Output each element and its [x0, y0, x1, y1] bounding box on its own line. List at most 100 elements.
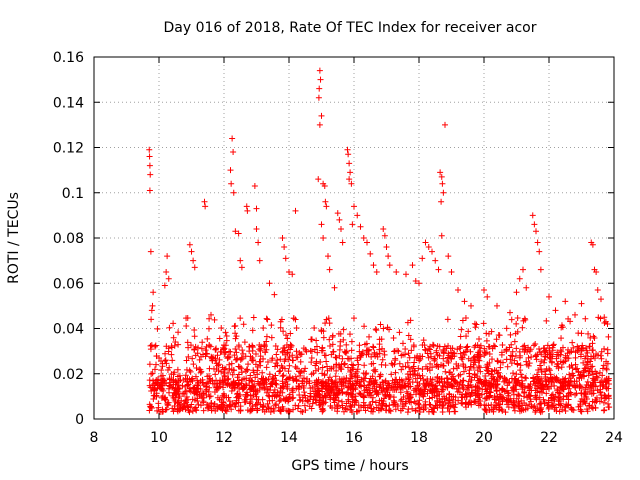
data-point — [268, 357, 275, 364]
data-point — [399, 401, 406, 408]
data-point — [438, 173, 445, 180]
data-point — [602, 392, 609, 399]
data-point — [482, 395, 489, 402]
data-point — [235, 230, 242, 237]
data-point — [487, 389, 494, 396]
data-point — [438, 361, 445, 368]
data-point — [248, 396, 255, 403]
data-point — [178, 397, 185, 404]
data-point — [396, 360, 403, 367]
data-point — [226, 382, 233, 389]
data-point — [510, 384, 517, 391]
data-point — [279, 373, 286, 380]
data-point — [183, 315, 190, 322]
data-point — [235, 377, 242, 384]
data-point — [476, 357, 483, 364]
data-point — [405, 350, 412, 357]
data-point — [439, 382, 446, 389]
data-point — [229, 135, 236, 142]
data-point — [429, 376, 436, 383]
data-point — [446, 390, 453, 397]
data-point — [319, 399, 326, 406]
data-point — [323, 358, 330, 365]
data-point — [373, 381, 380, 388]
data-point — [355, 407, 362, 414]
data-point — [541, 348, 548, 355]
data-point — [572, 391, 579, 398]
data-point — [179, 382, 186, 389]
data-point — [243, 396, 250, 403]
data-point — [289, 375, 296, 382]
data-point — [562, 407, 569, 414]
data-point — [253, 225, 260, 232]
data-point — [355, 361, 362, 368]
data-point — [328, 351, 335, 358]
data-point — [207, 378, 214, 385]
data-point — [538, 369, 545, 376]
data-point — [166, 324, 173, 331]
data-point — [331, 284, 338, 291]
data-point — [497, 373, 504, 380]
data-point — [346, 160, 353, 167]
data-point — [222, 407, 229, 414]
data-point — [316, 67, 323, 74]
data-point — [514, 361, 521, 368]
data-point — [319, 406, 326, 413]
data-point — [589, 371, 596, 378]
data-point — [324, 363, 331, 370]
data-point — [311, 325, 318, 332]
data-point — [440, 401, 447, 408]
data-point — [399, 378, 406, 385]
data-point — [230, 189, 237, 196]
data-point — [444, 316, 451, 323]
data-point — [360, 392, 367, 399]
data-point — [408, 347, 415, 354]
data-point — [213, 366, 220, 373]
data-point — [428, 389, 435, 396]
data-point — [600, 382, 607, 389]
data-point — [208, 407, 215, 414]
data-point — [307, 393, 314, 400]
data-point — [537, 409, 544, 416]
data-point — [415, 400, 422, 407]
data-point — [311, 346, 318, 353]
data-point — [580, 345, 587, 352]
data-point — [287, 330, 294, 337]
data-point — [281, 358, 288, 365]
data-point — [508, 316, 515, 323]
data-point — [589, 340, 596, 347]
data-point — [293, 377, 300, 384]
data-point — [357, 223, 364, 230]
data-point — [504, 363, 511, 370]
data-point — [441, 343, 448, 350]
data-point — [333, 361, 340, 368]
data-point — [296, 349, 303, 356]
data-point — [288, 342, 295, 349]
data-point — [587, 334, 594, 341]
data-point — [352, 393, 359, 400]
data-point — [545, 397, 552, 404]
data-point — [276, 368, 283, 375]
y-tick-label: 0.14 — [53, 95, 84, 111]
data-point — [322, 385, 329, 392]
data-point — [206, 315, 213, 322]
data-point — [503, 346, 510, 353]
data-point — [415, 365, 422, 372]
data-point — [543, 390, 550, 397]
data-point — [416, 405, 423, 412]
data-point — [471, 397, 478, 404]
data-point — [376, 341, 383, 348]
data-point — [283, 349, 290, 356]
data-point — [308, 336, 315, 343]
data-point — [163, 268, 170, 275]
data-point — [252, 350, 259, 357]
data-point — [277, 356, 284, 363]
data-point — [419, 342, 426, 349]
data-point — [221, 342, 228, 349]
data-point — [588, 368, 595, 375]
data-point — [474, 353, 481, 360]
data-point — [232, 228, 239, 235]
data-point — [467, 381, 474, 388]
data-point — [196, 366, 203, 373]
data-point — [227, 401, 234, 408]
